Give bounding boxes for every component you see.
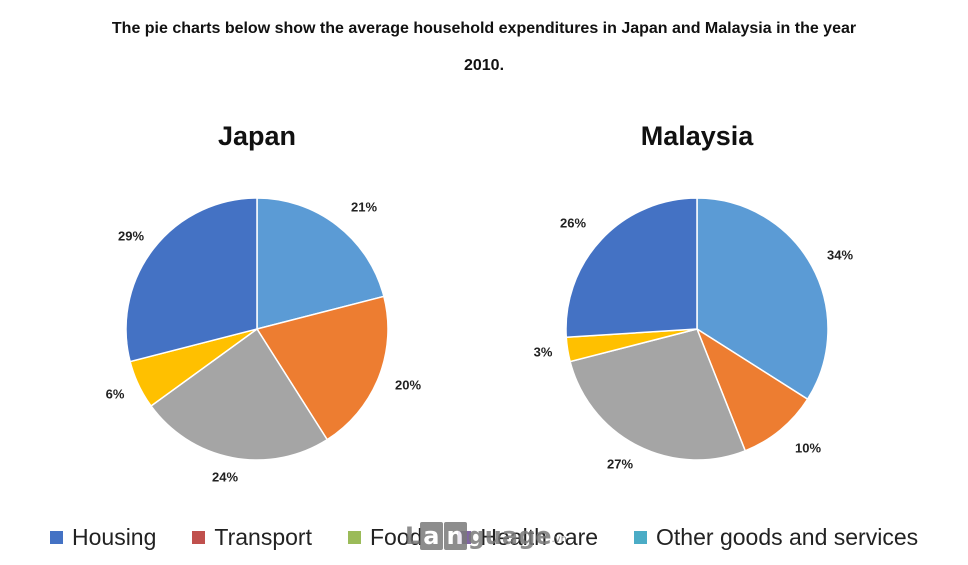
pie-malaysia-label-3: 3% — [534, 344, 553, 359]
pie-japan-label-4: 29% — [118, 228, 144, 243]
heading-line-1: The pie charts below show the average ho… — [111, 20, 857, 37]
legend-label: Health care — [480, 523, 599, 550]
legend-item: Housing — [50, 524, 156, 551]
legend-swatch — [634, 530, 648, 544]
legend: Housing Transport Food Health care Other goo… — [50, 520, 918, 554]
legend-swatch — [50, 530, 63, 544]
pie-title-malaysia: Malaysia — [641, 121, 755, 151]
legend-label: Other goods and services — [656, 523, 919, 550]
watermark-letter: n — [443, 522, 467, 550]
watermark-letter: L — [405, 522, 421, 550]
pie-malaysia-slice-1 — [695, 327, 809, 452]
pie-japan-label-1: 20% — [395, 377, 421, 392]
legend-swatch — [192, 530, 206, 544]
pie-japan-slice-2 — [149, 327, 329, 461]
pie-malaysia-slice-0 — [696, 197, 829, 401]
pie-japan-slice-4 — [125, 197, 258, 363]
legend-label: Food — [369, 523, 423, 550]
pie-malaysia-label-2: 27% — [607, 456, 633, 471]
watermark-letter: g — [467, 522, 485, 550]
legend-swatch — [347, 530, 361, 544]
chart-heading: The pie charts below show the average ho… — [0, 10, 968, 84]
pie-malaysia-label-4: 26% — [560, 215, 586, 230]
pie-japan-label-3: 6% — [106, 386, 125, 401]
pie-malaysia-slice-4 — [565, 197, 698, 339]
watermark-letter: a — [420, 522, 443, 550]
pie-malaysia-label-1: 10% — [795, 440, 821, 455]
legend-label: Housing — [72, 523, 157, 550]
pie-japan: Japan 21% 20% 24% 6% 29% — [106, 121, 422, 484]
legend-label: Transport — [214, 523, 312, 550]
watermark-suffix: .vn — [551, 534, 567, 545]
watermark-letter: g — [518, 522, 536, 550]
pie-japan-slice-0 — [256, 197, 385, 330]
pie-japan-label-0: 21% — [351, 199, 377, 214]
watermark-letter: a — [501, 522, 519, 550]
legend-item: Other goods and services — [634, 524, 918, 551]
watermark-letter: e — [535, 522, 552, 550]
pie-japan-label-2: 24% — [212, 469, 238, 484]
pie-malaysia-slice-2 — [569, 328, 747, 461]
heading-line-2: 2010. — [463, 57, 505, 74]
pie-title-japan: Japan — [218, 121, 296, 151]
watermark-letter: u — [484, 522, 502, 550]
pie-malaysia-label-0: 34% — [827, 247, 853, 262]
legend-item: Food — [347, 523, 423, 551]
pie-japan-slice-1 — [255, 295, 389, 441]
legend-item: Transport — [192, 524, 312, 551]
pie-malaysia: Malaysia 34% 10% 27% 3% 26% — [534, 121, 854, 471]
